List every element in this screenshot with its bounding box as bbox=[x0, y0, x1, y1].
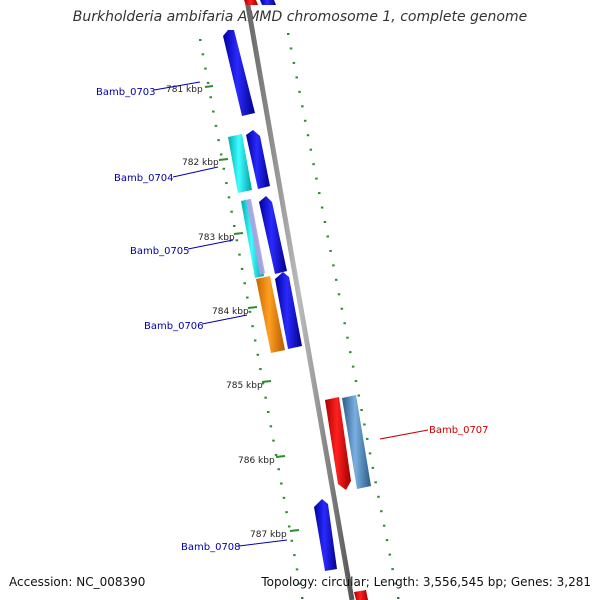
gene-bar-top-navy bbox=[260, 0, 276, 5]
gene-bar-bottom-red bbox=[354, 590, 368, 600]
backbone-line bbox=[244, 0, 355, 600]
kbp-tick-mark bbox=[204, 85, 214, 88]
label-leader-line bbox=[153, 81, 201, 91]
gene-label-bamb0707: Bamb_0707 bbox=[429, 425, 489, 436]
gene-bar-bamb0703 bbox=[223, 30, 255, 116]
kbp-label: 783 kbp bbox=[198, 233, 235, 243]
map-title: Burkholderia ambifaria AMMD chromosome 1… bbox=[72, 9, 528, 25]
kbp-label: 787 kbp bbox=[250, 530, 287, 540]
kbp-label: 781 kbp bbox=[166, 85, 203, 95]
label-leader-line bbox=[238, 539, 288, 547]
kbp-ticks: 781 kbp 782 kbp 783 kbp 784 kbp 785 kbp … bbox=[166, 85, 300, 540]
right-dotted-track bbox=[287, 33, 400, 599]
gene-label-bamb0708: Bamb_0708 bbox=[181, 542, 241, 553]
kbp-tick-mark bbox=[275, 455, 286, 458]
kbp-tick-mark bbox=[247, 306, 258, 309]
label-leader-line bbox=[172, 166, 219, 178]
gene-label-bamb0703: Bamb_0703 bbox=[96, 87, 156, 98]
label-leader-line bbox=[201, 314, 248, 325]
kbp-tick-mark bbox=[289, 529, 300, 532]
gene-bar-bamb0708 bbox=[314, 499, 337, 571]
kbp-tick-mark bbox=[233, 232, 244, 235]
kbp-label: 785 kbp bbox=[226, 381, 263, 391]
accession-text: Accession: NC_008390 bbox=[9, 575, 146, 589]
kbp-label: 786 kbp bbox=[238, 456, 275, 466]
gene-bar-bamb0705-purple bbox=[246, 199, 265, 275]
left-dotted-track bbox=[199, 39, 304, 599]
kbp-label: 782 kbp bbox=[182, 158, 219, 168]
gene-labels: Bamb_0703 Bamb_0704 Bamb_0705 Bamb_0706 … bbox=[96, 81, 489, 553]
kbp-label: 784 kbp bbox=[212, 307, 249, 317]
gene-features bbox=[223, 0, 371, 600]
gene-bar-top-red bbox=[244, 0, 258, 5]
gene-bar-bamb0706-blue bbox=[275, 272, 302, 349]
gene-label-bamb0705: Bamb_0705 bbox=[130, 246, 190, 257]
gene-bar-bamb0704-blue bbox=[246, 130, 270, 189]
label-leader-line bbox=[187, 239, 234, 250]
gene-label-bamb0704: Bamb_0704 bbox=[114, 173, 174, 184]
gene-bar-bamb0706-orange bbox=[256, 276, 285, 353]
genome-summary-text: Topology: circular; Length: 3,556,545 bp… bbox=[261, 575, 591, 589]
label-leader-line bbox=[379, 429, 429, 440]
gene-bar-bamb0704-cyan bbox=[228, 134, 252, 193]
gene-bar-bamb0707-red bbox=[325, 397, 351, 490]
kbp-tick-mark bbox=[261, 380, 272, 383]
gene-bar-bamb0707-steel bbox=[342, 395, 371, 489]
kbp-tick-mark bbox=[218, 158, 229, 161]
gene-bar-bamb0705-blue bbox=[259, 196, 287, 274]
gene-label-bamb0706: Bamb_0706 bbox=[144, 321, 204, 332]
